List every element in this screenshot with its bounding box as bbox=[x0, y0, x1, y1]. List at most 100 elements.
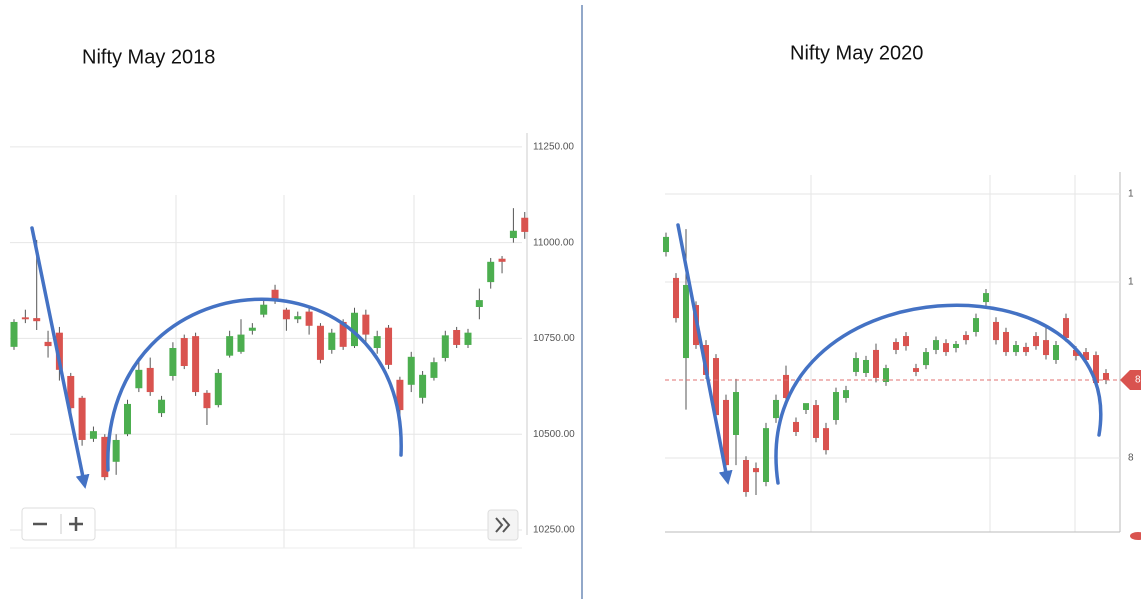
candle-body bbox=[743, 459, 749, 493]
candle-body bbox=[823, 428, 829, 451]
price-tag-label: 8 bbox=[1135, 375, 1141, 386]
candle-body bbox=[773, 399, 779, 419]
candle-body bbox=[509, 230, 517, 239]
arrow bbox=[676, 223, 733, 485]
candle-body bbox=[903, 336, 909, 347]
candle-body bbox=[316, 325, 324, 360]
candle-body bbox=[441, 335, 449, 358]
candle-body bbox=[464, 332, 472, 345]
candle-body bbox=[1093, 355, 1099, 384]
zoom-controls[interactable] bbox=[21, 507, 96, 541]
candle-body bbox=[373, 336, 381, 349]
candle-body bbox=[953, 343, 959, 349]
candle-body bbox=[983, 293, 989, 303]
candle-body bbox=[67, 375, 75, 409]
candle-body bbox=[305, 311, 313, 326]
candle-body bbox=[351, 312, 358, 347]
candle-body bbox=[89, 431, 97, 439]
candle-body bbox=[923, 352, 929, 366]
candle-body bbox=[1043, 340, 1049, 356]
candle-body bbox=[723, 399, 729, 466]
candle-body bbox=[1033, 336, 1039, 347]
candle-body bbox=[813, 405, 819, 438]
y-tick-label: 10500.00 bbox=[533, 429, 575, 440]
candle-body bbox=[673, 277, 679, 319]
candle-body bbox=[271, 289, 279, 301]
candle-body bbox=[169, 348, 177, 376]
candle-body bbox=[863, 359, 869, 374]
candle-body bbox=[78, 397, 86, 440]
edge-marker bbox=[1130, 532, 1141, 540]
y-tick-label: 10750.00 bbox=[533, 333, 575, 344]
candle-body bbox=[853, 358, 859, 372]
candle-body bbox=[237, 334, 245, 352]
candle-body bbox=[498, 258, 506, 262]
candle-body bbox=[943, 343, 949, 353]
candle-body bbox=[362, 314, 370, 335]
chart-title: Nifty May 2018 bbox=[82, 46, 215, 68]
candle-body bbox=[112, 439, 120, 462]
candle-body bbox=[973, 318, 979, 332]
scroll-button[interactable] bbox=[487, 509, 519, 541]
candle-body bbox=[282, 309, 290, 320]
candle-body bbox=[158, 399, 166, 414]
candle-body bbox=[733, 392, 739, 435]
candle-body bbox=[843, 390, 849, 399]
candle-body bbox=[793, 421, 799, 432]
marks-layer bbox=[10, 208, 1120, 497]
y-tick-label: 11000.00 bbox=[533, 237, 574, 248]
candle-body bbox=[21, 317, 29, 320]
annotations bbox=[30, 223, 1103, 489]
zoom-box[interactable] bbox=[21, 507, 96, 541]
candle-body bbox=[475, 300, 483, 308]
candle-body bbox=[893, 342, 899, 350]
candle-body bbox=[55, 332, 63, 370]
candle-body bbox=[883, 368, 889, 382]
candle-body bbox=[1053, 345, 1059, 360]
candle-body bbox=[487, 261, 495, 283]
candle-body bbox=[44, 341, 52, 347]
candle-body bbox=[419, 374, 427, 398]
candle-body bbox=[430, 362, 438, 378]
candle-body bbox=[294, 316, 302, 320]
candle-body bbox=[101, 436, 109, 478]
candle-body bbox=[713, 358, 719, 416]
y-tick-label: 10250.00 bbox=[533, 525, 575, 536]
chevron bbox=[502, 517, 511, 533]
candle-body bbox=[833, 392, 839, 421]
arc bbox=[106, 297, 403, 472]
candle-body bbox=[1063, 318, 1069, 338]
candle-body bbox=[396, 379, 404, 411]
candle-body bbox=[33, 318, 41, 322]
candle-body bbox=[407, 356, 415, 385]
candle-body bbox=[873, 349, 879, 378]
arrow bbox=[30, 226, 90, 489]
candle-body bbox=[180, 338, 188, 367]
y-tick-label: 1 bbox=[1128, 189, 1134, 200]
candle-body bbox=[753, 468, 759, 473]
candle-body bbox=[1023, 346, 1029, 353]
candle-body bbox=[993, 321, 999, 341]
chevron bbox=[495, 517, 504, 533]
candle-body bbox=[385, 327, 393, 365]
candle-body bbox=[913, 368, 919, 372]
candle-body bbox=[703, 345, 709, 375]
candle-body bbox=[328, 332, 336, 350]
candle-body bbox=[1083, 352, 1089, 360]
candle-body bbox=[1103, 373, 1109, 381]
candle-body bbox=[10, 321, 18, 347]
y-tick-label: 11250.00 bbox=[533, 141, 574, 152]
candle-body bbox=[226, 336, 234, 356]
candle-body bbox=[453, 329, 461, 345]
candle-body bbox=[1003, 331, 1009, 353]
candle-body bbox=[1013, 345, 1019, 353]
candle-body bbox=[683, 284, 689, 359]
price-tag bbox=[1120, 370, 1141, 391]
candle-body bbox=[803, 403, 809, 410]
candle-body bbox=[783, 374, 789, 399]
y-tick-label: 8 bbox=[1128, 453, 1134, 464]
candle-body bbox=[763, 428, 769, 482]
arc bbox=[774, 303, 1103, 485]
